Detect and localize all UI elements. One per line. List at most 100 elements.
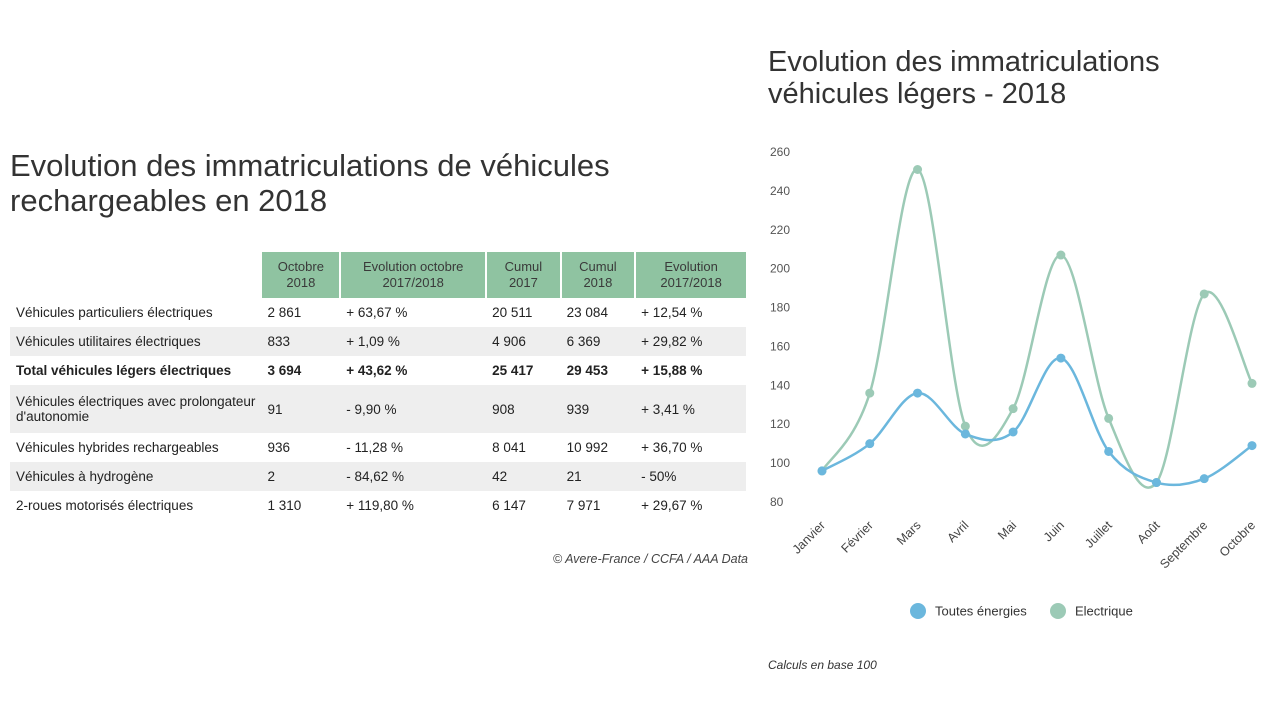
data-point-electrique xyxy=(913,165,923,174)
cell-octobre-2018: 2 861 xyxy=(267,305,302,320)
row-label: Véhicules hybrides rechargeables xyxy=(16,440,219,455)
cell-evolution-2017-2018: + 15,88 % xyxy=(641,363,703,378)
chart-title-line1: Evolution des immatriculations xyxy=(768,46,1160,78)
data-point-toutes-energies xyxy=(1151,478,1161,488)
legend-label: Electrique xyxy=(1075,604,1133,619)
cell-evolution-octobre: + 43,62 % xyxy=(346,363,408,378)
header-cumul-2018: Cumul 2018 xyxy=(559,252,636,298)
chart-title: Evolution des immatriculations véhicules… xyxy=(768,46,1268,110)
cell-cumul-2017: 4 906 xyxy=(486,327,561,356)
data-point-toutes-energies xyxy=(1104,446,1114,456)
registrations-table: Octobre 2018 Evolution octobre 2017/2018… xyxy=(10,252,746,520)
x-tick-label: Septembre xyxy=(1157,518,1210,571)
row-label: Total véhicules légers électriques xyxy=(16,363,232,378)
y-tick-label: 160 xyxy=(770,339,790,353)
data-point-electrique xyxy=(865,388,875,398)
table-row: Véhicules utilitaires électriques 833 + … xyxy=(10,327,746,356)
table-row: Véhicules à hydrogène 2 - 84,62 % 42 21 … xyxy=(10,462,746,491)
cell-evolution-2017-2018: + 12,54 % xyxy=(641,305,703,320)
data-point-electrique xyxy=(1199,289,1209,299)
data-point-electrique xyxy=(960,421,970,431)
table-header-row: Octobre 2018 Evolution octobre 2017/2018… xyxy=(10,252,746,298)
data-point-toutes-energies xyxy=(1008,427,1018,437)
data-point-electrique xyxy=(1104,413,1114,423)
cell-evolution-octobre: - 84,62 % xyxy=(340,462,487,491)
cell-cumul-2018: 10 992 xyxy=(566,440,608,455)
data-point-toutes-energies xyxy=(817,466,827,476)
cell-evolution-2017-2018: + 29,82 % xyxy=(635,327,746,356)
cell-evolution-2017-2018: + 3,41 % xyxy=(635,385,746,433)
header-octobre-2018: Octobre 2018 xyxy=(260,252,341,298)
x-tick-label: Juin xyxy=(1041,518,1067,544)
data-point-toutes-energies xyxy=(1247,441,1257,451)
table-row: Véhicules particuliers électriques 2 861… xyxy=(10,298,746,327)
row-label: 2-roues motorisés électriques xyxy=(16,498,194,513)
x-tick-label: Mai xyxy=(995,518,1019,542)
table-title-line1: Evolution des immatriculations de véhicu… xyxy=(10,148,610,183)
y-tick-label: 100 xyxy=(770,456,790,470)
table-row: Total véhicules légers électriques 3 694… xyxy=(10,356,746,385)
cell-cumul-2018: 29 453 xyxy=(566,363,608,378)
y-tick-label: 180 xyxy=(770,301,790,315)
table-row: Véhicules électriques avec prolongateur … xyxy=(10,385,746,433)
table-title-line2: rechargeables en 2018 xyxy=(10,183,328,218)
cell-cumul-2018: 7 971 xyxy=(566,498,601,513)
cell-cumul-2018: 6 369 xyxy=(560,327,636,356)
row-label: Véhicules à hydrogène xyxy=(10,462,262,491)
cell-octobre-2018: 833 xyxy=(261,327,341,356)
cell-cumul-2017: 25 417 xyxy=(492,363,534,378)
cell-evolution-2017-2018: - 50% xyxy=(635,462,746,491)
series-line-electrique xyxy=(820,168,1254,489)
y-tick-label: 260 xyxy=(770,145,790,159)
cell-octobre-2018: 936 xyxy=(267,440,290,455)
cell-cumul-2017: 6 147 xyxy=(492,498,526,513)
line-chart: 80 100 120 140 160 180 200 220 240 260 Janvier Févr… xyxy=(770,145,1258,619)
cell-cumul-2018: 21 xyxy=(560,462,636,491)
cell-cumul-2018: 23 084 xyxy=(566,305,608,320)
table-title: Evolution des immatriculations de véhicu… xyxy=(10,148,710,218)
table-row: 2-roues motorisés électriques 1 310 + 11… xyxy=(10,491,746,520)
data-point-toutes-energies xyxy=(1199,474,1209,484)
data-point-toutes-energies xyxy=(865,439,875,449)
cell-cumul-2017: 20 511 xyxy=(492,305,533,320)
cell-cumul-2017: 42 xyxy=(486,462,561,491)
data-point-electrique xyxy=(1056,250,1066,260)
cell-evolution-octobre: + 119,80 % xyxy=(346,498,414,513)
cell-octobre-2018: 91 xyxy=(261,385,341,433)
y-tick-label: 200 xyxy=(770,262,790,276)
x-tick-label: Octobre xyxy=(1217,518,1258,559)
y-tick-label: 240 xyxy=(770,184,790,198)
legend-marker xyxy=(910,603,926,619)
header-blank xyxy=(10,252,262,298)
y-tick-label: 120 xyxy=(770,417,790,431)
series-line-toutes-energies xyxy=(821,356,1253,487)
y-tick-label: 80 xyxy=(770,495,784,509)
data-point-electrique xyxy=(1008,404,1018,414)
data-point-toutes-energies xyxy=(913,388,923,398)
cell-evolution-2017-2018: + 29,67 % xyxy=(641,498,703,513)
chart-footnote: Calculs en base 100 xyxy=(768,658,877,672)
header-cumul-2017: Cumul 2017 xyxy=(485,252,561,298)
legend-label: Toutes énergies xyxy=(935,604,1027,619)
x-tick-label: Avril xyxy=(945,518,972,545)
cell-evolution-octobre: - 9,90 % xyxy=(340,385,487,433)
data-point-electrique xyxy=(1247,378,1257,388)
cell-cumul-2017: 8 041 xyxy=(492,440,526,455)
x-tick-label: Février xyxy=(838,518,875,555)
cell-octobre-2018: 3 694 xyxy=(267,363,302,378)
data-point-toutes-energies xyxy=(1056,353,1066,363)
header-evolution-octobre: Evolution octobre 2017/2018 xyxy=(339,252,487,298)
row-label: Véhicules électriques avec prolongateur … xyxy=(10,385,262,433)
cell-evolution-octobre: - 11,28 % xyxy=(346,440,404,455)
cell-evolution-octobre: + 63,67 % xyxy=(346,305,408,320)
x-tick-label: Juillet xyxy=(1082,518,1115,551)
y-tick-label: 220 xyxy=(770,223,790,237)
cell-octobre-2018: 1 310 xyxy=(267,498,302,513)
table-row: Véhicules hybrides rechargeables 936 - 1… xyxy=(10,433,746,462)
x-tick-label: Août xyxy=(1134,518,1162,546)
cell-evolution-2017-2018: + 36,70 % xyxy=(641,440,703,455)
x-tick-label: Janvier xyxy=(790,518,828,556)
cell-evolution-octobre: + 1,09 % xyxy=(340,327,487,356)
y-tick-label: 140 xyxy=(770,378,790,392)
legend-marker xyxy=(1050,603,1066,619)
